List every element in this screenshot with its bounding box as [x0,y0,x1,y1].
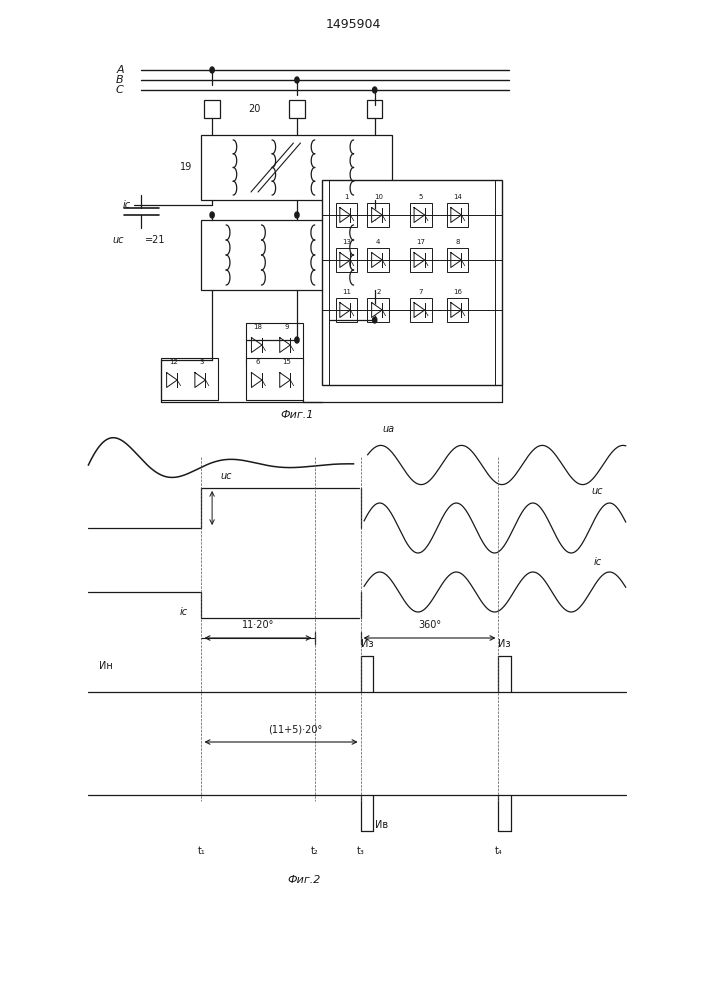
Text: 17: 17 [416,239,425,245]
Polygon shape [414,253,425,267]
Text: Фиг.1: Фиг.1 [280,410,314,420]
Circle shape [295,337,299,343]
Circle shape [373,212,377,218]
Polygon shape [280,338,291,352]
Circle shape [210,67,214,73]
Text: t₂: t₂ [311,846,318,856]
Polygon shape [451,253,462,267]
Text: 6: 6 [256,359,260,365]
Text: 3: 3 [199,359,204,365]
Bar [410,248,431,272]
Bar [246,323,303,365]
Bar [276,333,297,357]
Bar [161,358,218,400]
Text: 10: 10 [374,194,382,200]
Bar [368,203,389,227]
Polygon shape [451,208,462,222]
Text: uс: uс [221,471,232,481]
Text: 11·20°: 11·20° [242,620,274,630]
Bar [247,368,269,392]
Polygon shape [414,208,425,222]
Text: t₁: t₁ [198,846,205,856]
Bar [276,368,297,392]
Text: 1: 1 [344,194,349,200]
Text: Из: Из [361,639,373,649]
Bar [322,180,502,385]
Text: 14: 14 [453,194,462,200]
Polygon shape [340,303,351,317]
Text: iс: iс [123,200,131,210]
Text: C: C [116,85,124,95]
Text: 9: 9 [284,324,288,330]
Bar [204,100,220,118]
Text: 4: 4 [376,239,380,245]
Circle shape [295,77,299,83]
Bar [247,333,269,357]
Circle shape [210,212,214,218]
Circle shape [295,212,299,218]
Text: Фиг.2: Фиг.2 [287,875,321,885]
Circle shape [373,87,377,93]
Polygon shape [340,253,351,267]
Text: (11+5)·20°: (11+5)·20° [268,724,322,734]
Text: uс: uс [592,486,603,496]
Text: t₃: t₃ [356,846,365,856]
Bar [336,203,357,227]
Bar [336,298,357,322]
Text: t₄: t₄ [495,846,502,856]
Text: B: B [116,75,124,85]
Text: 360°: 360° [418,620,441,630]
Text: 8: 8 [455,239,460,245]
Polygon shape [372,208,382,222]
Text: 16: 16 [453,289,462,295]
Bar [447,298,468,322]
Polygon shape [195,373,206,387]
Text: uс: uс [112,235,124,245]
Text: =21: =21 [146,235,165,245]
Text: 5: 5 [419,194,423,200]
Text: 11: 11 [342,289,351,295]
Bar [447,203,468,227]
Bar [163,368,184,392]
Text: 12: 12 [169,359,177,365]
Polygon shape [451,303,462,317]
Bar [410,298,431,322]
Polygon shape [340,208,351,222]
Bar [336,248,357,272]
Bar [201,135,392,200]
Bar [246,358,303,400]
Text: Из: Из [498,639,511,649]
Text: 13: 13 [342,239,351,245]
Polygon shape [252,373,262,387]
Text: A: A [116,65,124,75]
Text: 15: 15 [282,359,291,365]
Bar [191,368,212,392]
Polygon shape [252,338,262,352]
Text: 18: 18 [254,324,262,330]
Bar [201,220,392,290]
Polygon shape [167,373,177,387]
Bar [368,298,389,322]
Bar [289,100,305,118]
Polygon shape [372,253,382,267]
Circle shape [373,317,377,323]
Text: 1495904: 1495904 [326,18,381,31]
Text: 7: 7 [419,289,423,295]
Polygon shape [280,373,291,387]
Text: Ив: Ив [375,820,388,830]
Text: iс: iс [593,557,602,567]
Text: 20: 20 [248,104,261,114]
Text: Ин: Ин [99,661,113,671]
Text: iс: iс [180,607,188,617]
Polygon shape [414,303,425,317]
Bar [447,248,468,272]
Text: 19: 19 [180,162,192,172]
Bar [367,100,382,118]
Polygon shape [372,303,382,317]
Bar [368,248,389,272]
Text: uа: uа [382,424,395,434]
Bar [410,203,431,227]
Text: 2: 2 [376,289,380,295]
